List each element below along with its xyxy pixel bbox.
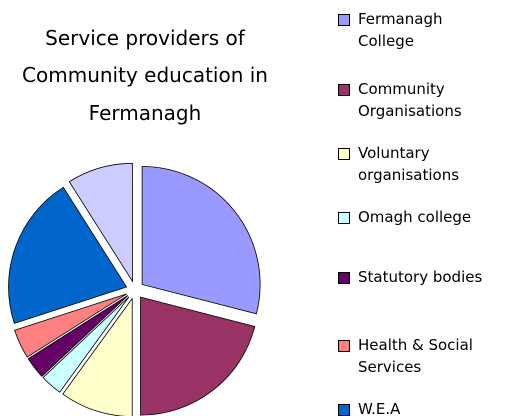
legend-item: Community Organisations xyxy=(338,78,508,122)
legend-swatch xyxy=(338,404,350,416)
legend-label: Community Organisations xyxy=(358,80,462,120)
legend-swatch xyxy=(338,340,350,352)
legend-swatch xyxy=(338,84,350,96)
pie-slice xyxy=(27,295,129,377)
pie-slice xyxy=(68,162,133,283)
legend-label: Omagh college xyxy=(358,208,472,226)
legend-item: W.E.A xyxy=(338,398,508,416)
legend-item: Omagh college xyxy=(338,206,508,228)
legend-item: Health & Social Services xyxy=(338,334,508,378)
legend-item: Voluntary organisations xyxy=(338,142,488,186)
legend-label: W.E.A xyxy=(358,400,401,416)
legend-label: Health & Social Services xyxy=(358,336,473,376)
legend-label: Fermanagh College xyxy=(358,10,443,50)
pie-slice xyxy=(141,166,261,315)
legend-swatch xyxy=(338,14,350,26)
chart-title: Community education in xyxy=(22,63,268,87)
legend-item: Statutory bodies xyxy=(338,266,518,288)
legend-swatch xyxy=(338,212,350,224)
legend-label: Voluntary organisations xyxy=(358,144,460,184)
pie-slice xyxy=(14,293,128,358)
chart-title: Fermanagh xyxy=(89,101,202,125)
pie-slice xyxy=(62,297,133,416)
chart-title: Service providers of xyxy=(45,26,246,50)
legend-swatch xyxy=(338,148,350,160)
legend-label: Statutory bodies xyxy=(358,268,483,286)
pie-slice xyxy=(42,296,130,393)
legend-swatch xyxy=(338,272,350,284)
pie-slice xyxy=(140,296,256,416)
pie-slice xyxy=(8,186,128,324)
legend-item: Fermanagh College xyxy=(338,8,458,52)
